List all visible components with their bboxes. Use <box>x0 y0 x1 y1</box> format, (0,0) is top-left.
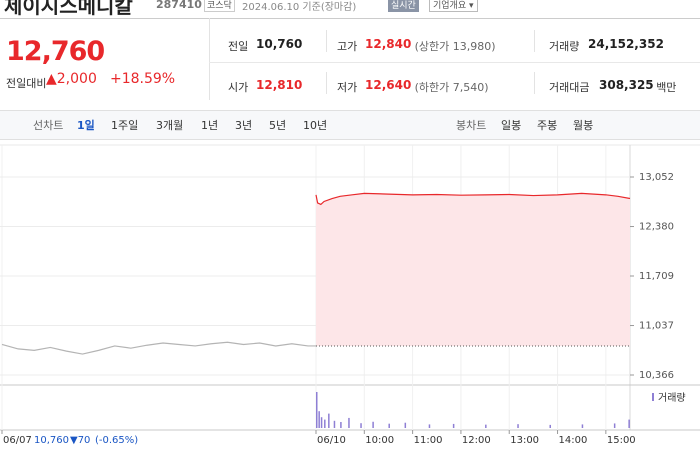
volume-bar <box>333 420 336 428</box>
stat-value: 12,640 <box>365 78 412 92</box>
footer-price: 10,760 <box>34 435 69 446</box>
y-tick-label: 13,052 <box>639 172 674 183</box>
x-tick-label: 13:00 <box>510 435 539 446</box>
volume-bar <box>318 411 320 428</box>
stock-name: 제이시스메디칼 <box>4 0 133 18</box>
period-tab[interactable]: 10년 <box>303 119 328 132</box>
tab-group-label: 봉차트 <box>456 119 487 132</box>
candle-tab[interactable]: 주봉 <box>537 119 558 132</box>
stat-label: 거래량 <box>549 40 580 53</box>
stat-value: 10,760 <box>256 37 303 51</box>
period-tab[interactable]: 3년 <box>235 119 253 132</box>
base-date: 2024.06.10 기준(장마감) <box>242 2 357 13</box>
footer-rate: (-0.65%) <box>95 435 138 446</box>
tab-group-label: 선차트 <box>33 119 64 132</box>
x-tick-label: 14:00 <box>559 435 588 446</box>
stat-value: 308,325 <box>599 78 654 92</box>
change-amount: ▲2,000 <box>46 71 97 87</box>
stock-code: 287410 <box>156 0 202 11</box>
market-badge: 코스닥 <box>204 0 235 12</box>
volume-bar <box>324 419 326 428</box>
volume-bar <box>613 423 616 428</box>
volume-bar <box>388 423 390 428</box>
stat-note: (상한가 13,980) <box>414 40 496 53</box>
volume-bar <box>517 424 519 428</box>
volume-bar <box>360 423 362 428</box>
volume-bar <box>328 413 330 428</box>
candle-tab[interactable]: 월봉 <box>573 119 594 132</box>
stat-value: 12,810 <box>256 78 303 92</box>
period-tab[interactable]: 1일 <box>77 119 95 132</box>
area <box>316 193 630 346</box>
volume-bar <box>316 392 318 428</box>
volume-bar <box>340 422 342 428</box>
current-price: 12,760 <box>6 36 105 67</box>
volume-bar <box>581 424 584 428</box>
period-tab[interactable]: 1주일 <box>111 119 139 132</box>
stat-note: (하한가 7,540) <box>414 81 489 94</box>
x-tick-label: 15:00 <box>607 435 636 446</box>
volume-bar <box>485 424 487 428</box>
company-button[interactable]: 기업개요 ▾ <box>429 0 478 12</box>
stat-value: 12,840 <box>365 37 412 51</box>
period-tab[interactable]: 1년 <box>201 119 219 132</box>
x-tick-label: 10:00 <box>365 435 394 446</box>
volume-bar <box>628 419 630 428</box>
volume-bar <box>452 423 455 428</box>
volume-bar <box>320 417 323 428</box>
x-tick-label: 06/07 <box>3 435 32 446</box>
stat-label: 거래대금 <box>549 81 590 94</box>
price-line <box>315 192 631 206</box>
change-label: 전일대비 <box>6 77 47 90</box>
stat-value: 24,152,352 <box>588 37 664 51</box>
y-tick-label: 11,709 <box>639 271 674 282</box>
y-tick-label: 12,380 <box>639 222 674 233</box>
volume-bar <box>404 422 407 428</box>
x-tick-label: 12:00 <box>462 435 491 446</box>
y-tick-label: 11,037 <box>639 321 674 332</box>
stat-unit: 백만 <box>656 81 677 94</box>
stat-label: 시가 <box>228 81 249 94</box>
price-line <box>1 341 316 355</box>
y-tick-label: 10,366 <box>639 370 674 381</box>
stat-label: 전일 <box>228 40 249 53</box>
volume-bar <box>549 424 551 428</box>
legend-label: 거래량 <box>658 392 686 404</box>
realtime-button[interactable]: 실시간 <box>388 0 419 12</box>
period-tab[interactable]: 3개월 <box>156 119 184 132</box>
legend-swatch <box>652 393 654 401</box>
x-tick-label: 06/10 <box>317 435 346 446</box>
volume-bar <box>428 424 431 428</box>
stat-label: 고가 <box>337 40 358 53</box>
period-tab[interactable]: 5년 <box>269 119 287 132</box>
candle-tab[interactable]: 일봉 <box>501 119 522 132</box>
x-tick-label: 11:00 <box>414 435 443 446</box>
change-rate: +18.59% <box>110 71 176 87</box>
volume-bar <box>372 421 374 428</box>
footer-change: ▼70 <box>70 435 90 446</box>
stat-label: 저가 <box>337 81 358 94</box>
volume-bar <box>348 417 350 428</box>
